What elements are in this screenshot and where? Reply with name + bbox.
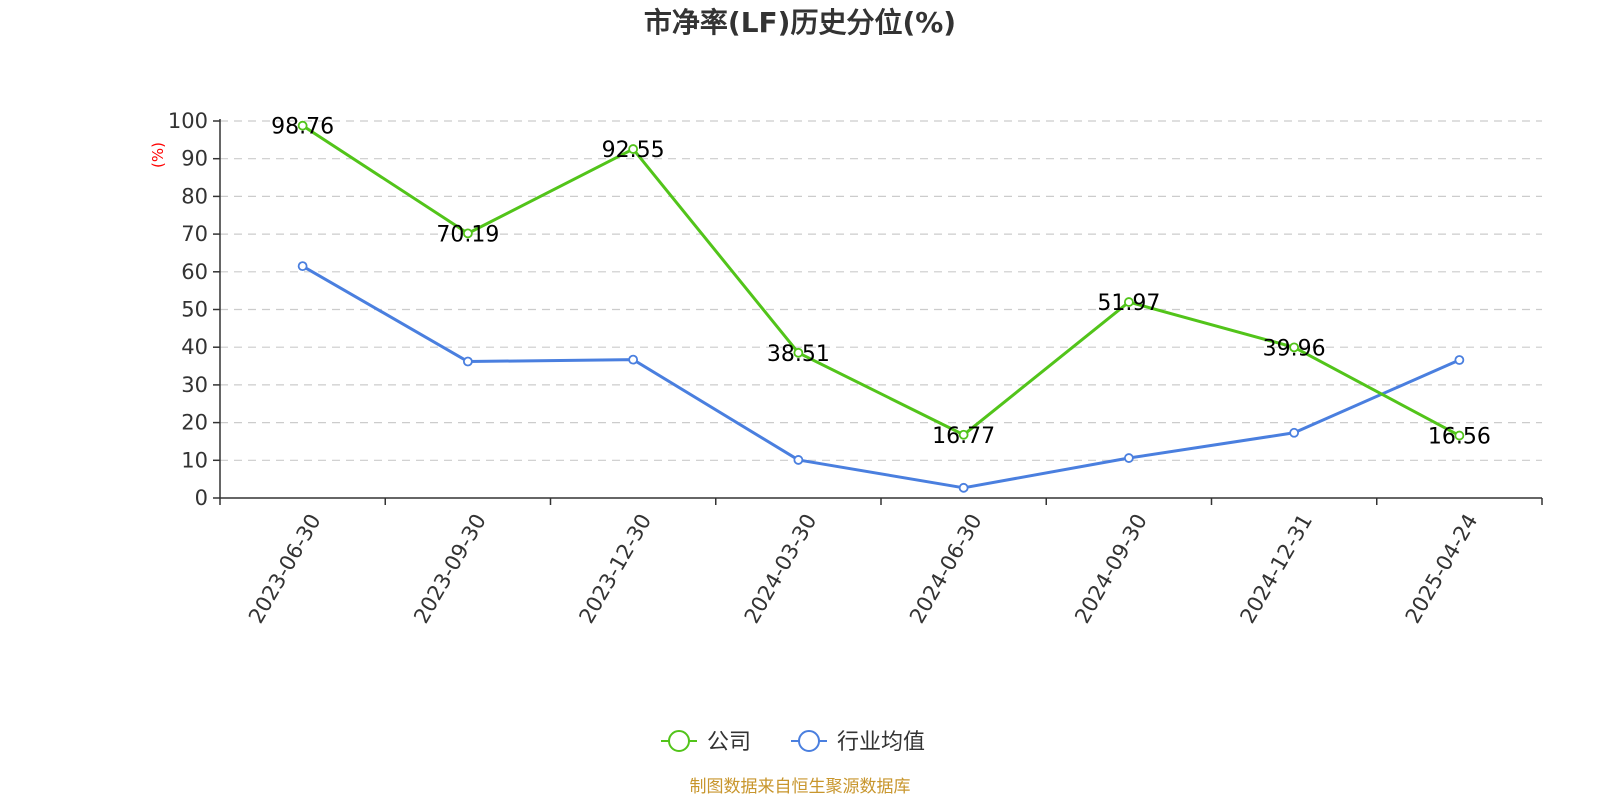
data-point: [958, 429, 969, 440]
series-line: [301, 124, 1461, 437]
legend[interactable]: 公司 行业均值: [661, 730, 925, 755]
x-tick-label: 2023-09-30: [409, 510, 491, 628]
data-point: [1123, 297, 1134, 307]
data-point: [462, 228, 473, 239]
y-tick-label: 80: [181, 184, 208, 208]
data-label: 39.96: [1263, 336, 1326, 361]
y-tick-label: 50: [181, 298, 208, 322]
x-tick-label: 2025-04-24: [1401, 510, 1483, 628]
series-0: [297, 120, 1465, 441]
x-tick-label: 2024-06-30: [905, 510, 987, 628]
data-label: 51.97: [1097, 291, 1160, 316]
legend-label: 行业均值: [837, 730, 925, 755]
data-point: [793, 455, 804, 465]
source-note: 制图数据来自恒生聚源数据库: [690, 777, 911, 797]
data-point: [462, 356, 473, 367]
series-1: [297, 261, 1465, 493]
data-label: 38.51: [767, 342, 830, 367]
data-point: [1454, 430, 1465, 441]
legend-marker-icon: [668, 730, 690, 752]
data-labels: 98.76 70.19 92.55 38.51 16.77 51.97 39.96 16.56: [271, 115, 1491, 450]
data-point: [628, 354, 639, 365]
legend-item[interactable]: 公司: [661, 730, 751, 755]
x-tick-label: 2024-03-30: [740, 510, 822, 628]
y-tick-label: 0: [195, 486, 208, 510]
legend-item[interactable]: 行业均值: [791, 730, 925, 755]
data-point: [297, 261, 308, 272]
y-tick-label: 40: [181, 335, 208, 359]
x-tick-label: 2023-12-30: [574, 510, 656, 628]
data-label: 16.77: [932, 424, 995, 449]
y-tick-label: 30: [181, 373, 208, 397]
grid-lines: [220, 120, 1542, 461]
legend-marker-icon: [798, 730, 820, 752]
data-point: [1289, 427, 1300, 438]
y-axis-label: (%): [149, 142, 167, 168]
y-tick-label: 10: [181, 448, 208, 472]
y-tick-label: 90: [181, 147, 208, 171]
x-tick-label: 2024-09-30: [1070, 510, 1152, 628]
legend-label: 公司: [707, 730, 751, 755]
x-tick-label: 2024-12-31: [1235, 510, 1317, 628]
series-line: [301, 264, 1460, 490]
data-point: [1289, 342, 1300, 353]
data-label: 70.19: [436, 222, 499, 247]
y-tick-label: 70: [181, 222, 208, 246]
x-tick-label: 2023-06-30: [244, 510, 326, 628]
series-lines: [297, 120, 1465, 493]
data-point: [297, 120, 308, 131]
data-label: 92.55: [602, 138, 665, 163]
data-point: [1454, 355, 1465, 365]
data-point: [628, 144, 639, 154]
data-point: [793, 347, 804, 358]
y-tick-label: 60: [181, 260, 208, 284]
data-label: 16.56: [1428, 425, 1491, 450]
data-point: [958, 482, 969, 493]
data-label: 98.76: [271, 115, 334, 140]
data-point: [1123, 453, 1134, 463]
y-tick-label: 100: [168, 109, 208, 133]
chart-title: 市净率(LF)历史分位(%): [644, 6, 956, 39]
y-tick-label: 20: [181, 411, 208, 435]
